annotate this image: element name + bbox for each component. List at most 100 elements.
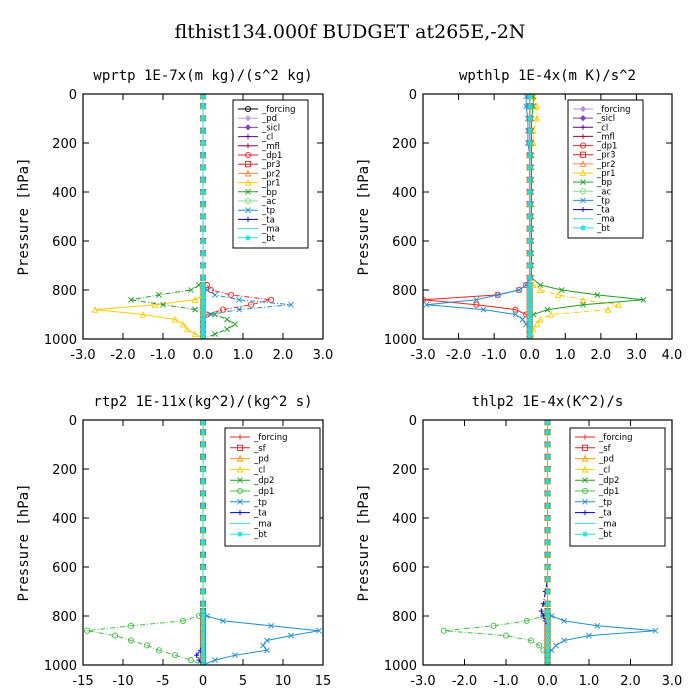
legend-marker bbox=[237, 434, 243, 440]
legend-marker bbox=[244, 151, 252, 159]
y-tick-label: 1000 bbox=[384, 659, 417, 674]
legend-label: _tp bbox=[598, 498, 612, 508]
data-point bbox=[200, 250, 206, 256]
data-point bbox=[83, 627, 91, 634]
data-point bbox=[224, 326, 230, 333]
legend-label: _pr3 bbox=[596, 151, 616, 161]
legend-label: _ta bbox=[253, 509, 267, 519]
data-point bbox=[200, 527, 206, 533]
plot-frame bbox=[82, 419, 324, 666]
data-point bbox=[527, 177, 533, 183]
plot-frame bbox=[82, 93, 324, 340]
legend-marker bbox=[582, 477, 588, 484]
legend-label: _cl bbox=[598, 465, 610, 475]
x-tick-label: 15 bbox=[315, 674, 332, 689]
data-point bbox=[200, 613, 206, 619]
legend-label: _sicl bbox=[261, 123, 280, 133]
legend-marker bbox=[580, 206, 586, 213]
data-point bbox=[200, 331, 206, 337]
data-point bbox=[527, 637, 534, 644]
x-tick-label: -1.0 bbox=[150, 348, 175, 363]
data-point bbox=[533, 114, 541, 122]
x-tick-label: 3.0 bbox=[626, 348, 647, 363]
legend-label: _pd bbox=[261, 114, 277, 124]
data-point bbox=[527, 331, 533, 337]
x-tick-label: -10 bbox=[112, 674, 133, 689]
x-tick-label: 0.0 bbox=[193, 348, 214, 363]
legend-label: _ma bbox=[253, 519, 272, 529]
data-point bbox=[212, 331, 218, 338]
y-tick-label: 0 bbox=[409, 88, 417, 103]
legend-label: _tp bbox=[596, 196, 610, 206]
data-point bbox=[544, 601, 551, 607]
y-tick-label: 1000 bbox=[384, 333, 417, 348]
data-point bbox=[527, 292, 533, 298]
legend: _forcing_sf_pd_cl_dp2_dp1_tp_ta_ma_bt bbox=[569, 427, 666, 547]
data-point bbox=[200, 588, 206, 595]
data-point bbox=[561, 617, 568, 624]
data-point bbox=[200, 576, 206, 582]
x-tick-label: -2.0 bbox=[110, 348, 135, 363]
legend-marker bbox=[244, 115, 252, 122]
data-point bbox=[527, 302, 533, 308]
data-point bbox=[527, 297, 533, 303]
series-group bbox=[83, 420, 322, 665]
legend-box bbox=[232, 99, 309, 249]
data-point bbox=[220, 617, 226, 624]
x-tick-label: -1.0 bbox=[493, 674, 518, 689]
legend-marker bbox=[245, 143, 251, 149]
legend-label: _pr2 bbox=[261, 169, 281, 179]
series-line bbox=[94, 96, 204, 339]
data-point bbox=[200, 115, 206, 122]
legend-marker bbox=[579, 105, 587, 113]
data-point bbox=[544, 576, 551, 582]
legend-marker bbox=[579, 151, 587, 158]
x-tick-label: -5 bbox=[157, 674, 170, 689]
data-point bbox=[538, 608, 544, 614]
x-tick-label: 1.0 bbox=[579, 674, 600, 689]
data-point bbox=[544, 623, 551, 629]
data-point bbox=[200, 321, 206, 327]
legend-label: _dp1 bbox=[261, 151, 282, 161]
legend-label: _pr1 bbox=[261, 179, 281, 189]
data-point bbox=[208, 311, 214, 318]
y-tick-label: 800 bbox=[392, 610, 417, 625]
data-point bbox=[423, 301, 430, 308]
data-point bbox=[200, 503, 206, 509]
legend-marker bbox=[245, 235, 251, 241]
data-point bbox=[586, 632, 592, 639]
panel-title: rtp2 1E-11x(kg^2)/(kg^2 s) bbox=[93, 394, 312, 410]
data-point bbox=[544, 637, 551, 644]
data-point bbox=[139, 310, 147, 318]
data-point bbox=[200, 226, 206, 232]
data-point bbox=[544, 633, 551, 639]
data-point bbox=[527, 262, 533, 269]
data-point bbox=[200, 628, 206, 634]
legend-marker bbox=[236, 454, 244, 462]
data-point bbox=[200, 189, 206, 195]
data-point bbox=[267, 296, 275, 303]
chart-panel-3: rtp2 1E-11x(kg^2)/(kg^2 s) Pressure [hPa]… bbox=[16, 394, 331, 689]
y-tick-label: 0 bbox=[69, 414, 77, 429]
data-point bbox=[191, 330, 199, 338]
data-point bbox=[527, 115, 533, 122]
legend-marker bbox=[237, 477, 243, 484]
legend-marker bbox=[580, 124, 586, 130]
legend-label: _pr1 bbox=[596, 169, 616, 179]
data-point bbox=[200, 490, 206, 497]
data-point bbox=[171, 315, 179, 323]
legend-label: _ta bbox=[596, 206, 610, 216]
series-line bbox=[86, 422, 204, 665]
x-tick-label: -1.0 bbox=[481, 348, 506, 363]
data-point bbox=[604, 305, 612, 313]
x-tick-label: 2.0 bbox=[273, 348, 294, 363]
data-point bbox=[200, 623, 206, 629]
data-point bbox=[515, 286, 523, 294]
legend-box bbox=[567, 99, 644, 239]
legend-label: _pd bbox=[598, 455, 614, 465]
data-point bbox=[200, 307, 206, 313]
data-point bbox=[652, 627, 659, 634]
data-point bbox=[316, 627, 322, 634]
data-point bbox=[527, 94, 533, 100]
legend-marker bbox=[244, 197, 252, 205]
